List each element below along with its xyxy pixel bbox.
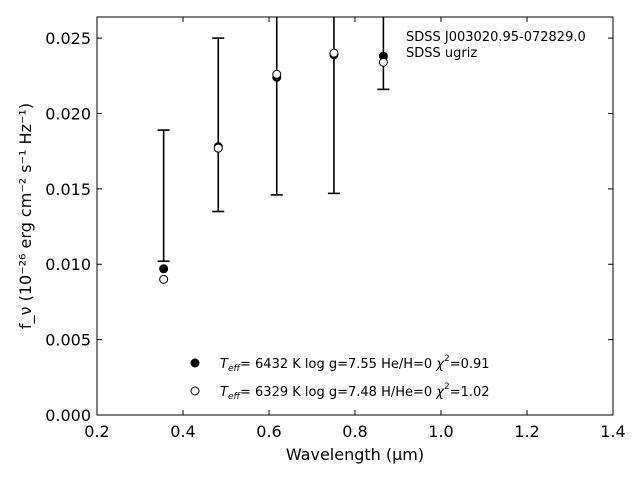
y-tick-label: 0.010 bbox=[45, 255, 91, 274]
legend-marker-open bbox=[190, 386, 200, 396]
model-point-open bbox=[378, 57, 388, 67]
model-point-open bbox=[213, 143, 223, 153]
legend-label: Teff= 6432 K log g=7.55 He/H=0 χ2=0.91 bbox=[220, 354, 490, 374]
y-tick-label: 0.000 bbox=[45, 406, 91, 425]
x-axis-label: Wavelength (μm) bbox=[286, 445, 424, 464]
annotation-survey: SDSS ugriz bbox=[406, 46, 477, 61]
y-tick-label: 0.025 bbox=[45, 29, 91, 48]
y-tick-label: 0.005 bbox=[45, 331, 91, 350]
legend-label: Teff= 6329 K log g=7.48 H/He=0 χ2=1.02 bbox=[220, 382, 490, 402]
x-tick-labels: 0.2 0.4 0.6 0.8 1.0 1.2 1.4 bbox=[84, 422, 625, 441]
legend: Teff= 6432 K log g=7.55 He/H=0 χ2=0.91 Te… bbox=[190, 354, 490, 402]
plot-frame bbox=[96, 16, 614, 416]
y-axis-label: f_ν (10⁻²⁶ erg cm⁻² s⁻¹ Hz⁻¹) bbox=[16, 103, 36, 329]
x-tick-label: 1.0 bbox=[428, 422, 453, 441]
x-tick-label: 1.2 bbox=[514, 422, 539, 441]
model-point-filled bbox=[159, 264, 169, 274]
error-bars bbox=[157, 17, 390, 263]
x-tick-label: 1.4 bbox=[600, 422, 625, 441]
x-tick-label: 0.4 bbox=[170, 422, 195, 441]
x-tick-label: 0.8 bbox=[342, 422, 367, 441]
axis-ticks bbox=[96, 17, 614, 416]
annotation-object: SDSS J003020.95-072829.0 bbox=[406, 30, 586, 45]
model-point-open bbox=[159, 274, 169, 284]
y-tick-label: 0.015 bbox=[45, 180, 91, 199]
model-point-open bbox=[272, 69, 282, 79]
y-tick-labels: 0.000 0.005 0.010 0.015 0.020 0.025 bbox=[45, 29, 91, 425]
y-tick-label: 0.020 bbox=[45, 104, 91, 123]
data-points bbox=[159, 48, 388, 284]
x-tick-label: 0.6 bbox=[256, 422, 281, 441]
legend-marker-filled bbox=[190, 358, 200, 368]
x-tick-label: 0.2 bbox=[84, 422, 109, 441]
y-axis-label-group: f_ν (10⁻²⁶ erg cm⁻² s⁻¹ Hz⁻¹) bbox=[16, 103, 36, 329]
model-point-open bbox=[329, 48, 339, 58]
